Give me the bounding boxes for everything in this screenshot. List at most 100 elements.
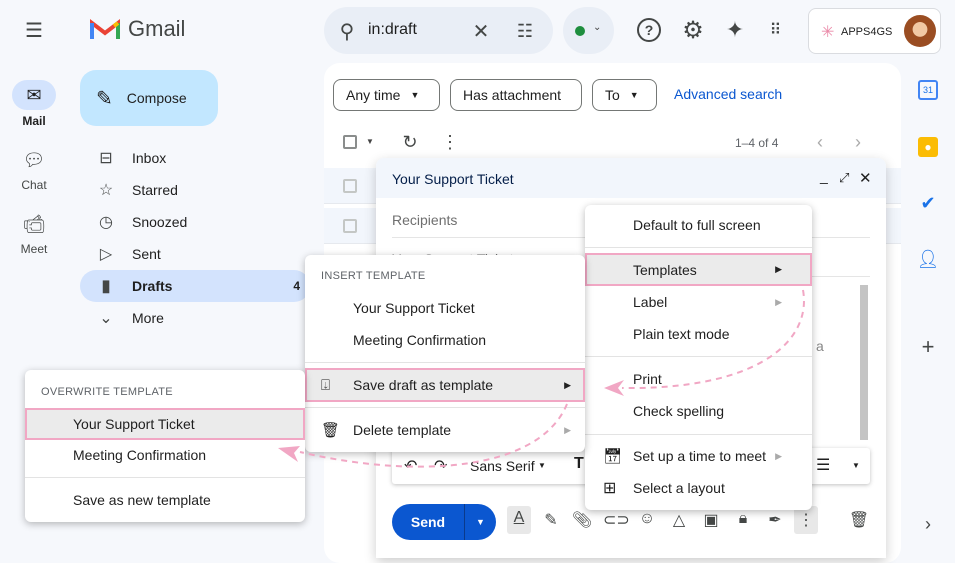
meet-icon[interactable]: 📹︎ [22,213,46,234]
recipients-field[interactable]: Recipients [392,212,458,228]
submenu-arrow-icon: ▶ [564,379,571,390]
text-size-icon[interactable]: T [574,455,584,472]
search-input[interactable]: in:draft [368,21,417,38]
more-options-icon[interactable]: ⋮ [794,506,818,534]
redo-icon[interactable]: ↷ [434,458,448,475]
expand-side-panel-icon[interactable]: › [925,513,931,534]
confidential-lock-icon[interactable]: 🔒︎ [738,510,748,527]
submenu-arrow-icon: ▶ [564,424,571,435]
avatar[interactable] [904,15,936,47]
contacts-icon[interactable]: 👤︎ [916,248,940,269]
attach-icon[interactable]: 📎︎ [571,512,593,529]
settings-gear-icon[interactable]: ⚙ [682,16,704,44]
nav-label: More [132,310,164,326]
menu-item-check-spelling[interactable]: Check spelling [585,395,812,427]
menu-item-plain-text[interactable]: Plain text mode [585,318,812,350]
scrollbar[interactable] [860,285,868,440]
menu-item-label[interactable]: Label ▶ [585,286,812,318]
search-icon[interactable]: ⚲ [339,20,355,43]
minimize-icon[interactable]: _ [820,168,828,184]
nav-inbox[interactable]: ⊟ Inbox [80,142,310,174]
font-selector[interactable]: Sans Serif [470,458,535,474]
send-options-icon[interactable]: ▼ [464,504,496,540]
undo-icon[interactable]: ↶ [404,458,418,475]
tasks-icon[interactable]: ✔ [920,192,936,213]
compose-label: Compose [126,90,187,106]
send-button[interactable]: Send ▼ [392,504,496,540]
row-checkbox[interactable] [343,179,357,193]
body-text[interactable]: a [816,338,824,354]
account-brand: APPS4GS [841,26,893,38]
overwrite-template-item[interactable]: Your Support Ticket [25,408,305,440]
overwrite-template-item[interactable]: Meeting Confirmation [25,439,305,471]
link-icon[interactable]: ⊂⊃ [603,512,630,529]
gmail-logo[interactable]: Gmail [90,16,185,42]
signature-icon[interactable]: ✒ [768,512,782,529]
expand-icon[interactable]: ⤢ [839,170,850,185]
menu-label: Templates [633,261,697,278]
insert-template-item[interactable]: Meeting Confirmation [305,324,585,356]
search-options-icon[interactable]: ☷ [516,20,534,41]
more-formatting-icon[interactable]: ▼ [852,461,860,470]
add-addon-icon[interactable]: + [921,334,935,359]
nav-sent[interactable]: ▷ Sent [80,238,310,270]
bulleted-list-icon[interactable]: ☰ [816,457,831,474]
photo-icon[interactable]: ▣ [703,512,719,529]
nav-more[interactable]: ⌄ More [80,302,310,334]
chip-label: To [605,87,620,103]
nav-snoozed[interactable]: ◷ Snoozed [80,206,310,238]
prev-page-icon[interactable]: ‹ [817,131,823,152]
font-dropdown-icon[interactable]: ▼ [538,461,546,470]
nav-starred[interactable]: ☆ Starred [80,174,310,206]
filter-to[interactable]: To ▼ [592,79,657,111]
compose-header: Your Support Ticket _ ⤢ ✕ [376,158,886,198]
delete-template[interactable]: 🗑︎ Delete template ▶ [305,414,585,446]
gemini-sparkle-icon[interactable]: ✦ [725,17,745,42]
more-vert-icon[interactable]: ⋮ [441,131,459,152]
clear-search-icon[interactable]: ✕ [472,20,490,43]
discard-trash-icon[interactable]: 🗑︎ [848,512,870,529]
calendar-icon[interactable]: 31 [918,80,938,100]
menu-item-select-layout[interactable]: ⊞ Select a layout [585,472,812,504]
refresh-icon[interactable]: ↻ [402,131,418,152]
status-selector[interactable]: ⌄ [563,7,614,54]
submenu-arrow-icon: ▶ [775,296,782,307]
rail-mail[interactable]: ✉ [12,80,56,110]
layout-icon: ⊞ [603,480,617,497]
chat-icon[interactable]: 💬︎ [22,149,46,170]
account-box[interactable]: ✳ APPS4GS [808,8,941,54]
filter-any-time[interactable]: Any time ▼ [333,79,440,111]
emoji-icon[interactable]: ☺ [638,510,656,527]
main-menu-icon[interactable]: ☰ [25,19,43,42]
gmail-logo-text: Gmail [128,16,186,41]
chevron-down-icon: ⌄ [99,310,113,327]
advanced-search-link[interactable]: Advanced search [674,86,783,102]
compose-button[interactable]: ✎ Compose [80,70,218,126]
apps-grid-icon[interactable]: ⠿ [769,22,782,39]
text-format-icon[interactable]: A [507,506,531,534]
status-dot [575,26,585,36]
row-checkbox[interactable] [343,219,357,233]
next-page-icon[interactable]: › [855,131,861,152]
search-bar[interactable]: ⚲ in:draft ✕ ☷ [324,7,553,54]
filter-has-attachment[interactable]: Has attachment [450,79,582,111]
save-draft-as-template[interactable]: ⍗ Save draft as template ▶ [305,368,585,402]
nav-drafts[interactable]: ▮ Drafts 4 [80,270,310,302]
apps4gs-logo-icon: ✳ [821,24,835,41]
keep-icon[interactable]: ● [918,137,938,157]
select-dropdown-icon[interactable]: ▼ [366,137,374,146]
save-as-new-template[interactable]: Save as new template [25,484,305,516]
close-icon[interactable]: ✕ [859,170,872,187]
nav-label: Drafts [132,278,173,294]
send-label: Send [410,514,446,530]
menu-item-full-screen[interactable]: Default to full screen [585,209,812,241]
insert-template-item[interactable]: Your Support Ticket [305,292,585,324]
help-me-write-icon[interactable]: ✎ [544,512,558,529]
menu-item-templates[interactable]: Templates ▶ [585,253,812,286]
drive-icon[interactable]: △ [672,512,686,529]
help-icon[interactable]: ? [637,18,661,42]
menu-item-set-up-meeting[interactable]: 📅︎ Set up a time to meet ▶ [585,440,812,472]
select-all-checkbox[interactable] [343,135,357,149]
menu-item-print[interactable]: Print [585,363,812,395]
more-options-menu: Default to full screen Templates ▶ Label ▶… [585,205,812,510]
